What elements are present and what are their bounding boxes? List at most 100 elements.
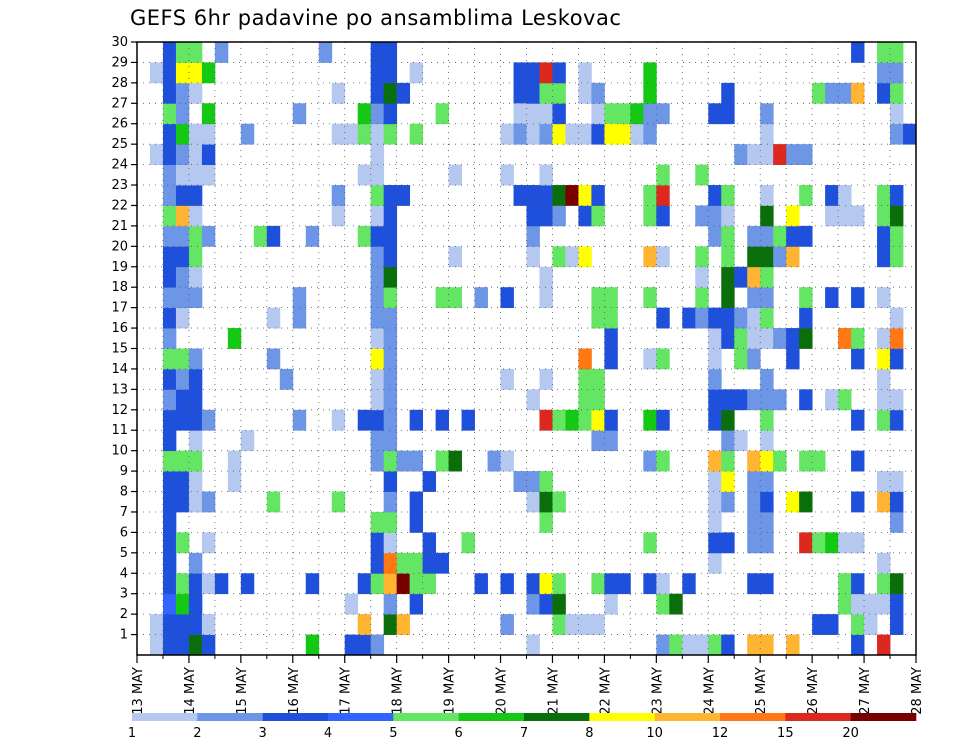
heatmap-cell — [188, 450, 203, 472]
heatmap-cell — [604, 307, 618, 329]
heatmap-cell — [383, 409, 398, 431]
heatmap-cell — [513, 123, 527, 145]
heatmap-cell — [864, 593, 878, 615]
heatmap-cell — [812, 614, 826, 635]
y-tick-label: 5 — [120, 546, 128, 561]
heatmap-cell — [188, 82, 203, 104]
colorbar-label: 10 — [646, 726, 663, 741]
heatmap-cell — [266, 491, 281, 513]
colorbar-swatch — [393, 713, 459, 721]
heatmap-cell — [760, 511, 774, 533]
heatmap-cell — [786, 328, 800, 349]
y-tick-label: 4 — [120, 566, 128, 581]
heatmap-cell — [513, 62, 527, 84]
heatmap-cell — [396, 450, 411, 472]
heatmap-cell — [617, 573, 631, 595]
heatmap-cell — [526, 205, 540, 227]
heatmap-cell — [175, 144, 190, 165]
heatmap-cell — [370, 164, 385, 186]
heatmap-cell — [656, 205, 670, 227]
heatmap-cell — [266, 348, 281, 370]
heatmap-cell — [721, 450, 735, 472]
heatmap-cell — [890, 205, 904, 227]
heatmap-cell — [175, 409, 190, 431]
y-tick-label: 22 — [111, 198, 128, 213]
heatmap-cell — [760, 307, 774, 329]
heatmap-cell — [422, 532, 437, 554]
heatmap-cell — [695, 634, 709, 656]
heatmap-cell — [162, 593, 177, 615]
heatmap-cell — [162, 144, 177, 165]
heatmap-cell — [682, 573, 696, 595]
heatmap-cell — [292, 287, 307, 309]
heatmap-cell — [201, 164, 216, 186]
heatmap-cell — [799, 225, 813, 247]
heatmap-cell — [565, 246, 579, 268]
heatmap-cell — [162, 430, 177, 452]
heatmap-cell — [500, 573, 514, 595]
heatmap-cell — [721, 409, 735, 431]
heatmap-cell — [877, 552, 891, 574]
heatmap-cell — [578, 348, 592, 370]
heatmap-cell — [175, 82, 190, 104]
heatmap-cell — [851, 82, 865, 104]
heatmap-cell — [292, 307, 307, 329]
heatmap-cell — [591, 123, 605, 145]
heatmap-cell — [513, 82, 527, 104]
heatmap-cell — [227, 471, 242, 492]
heatmap-cell — [383, 614, 398, 635]
heatmap-cell — [604, 593, 618, 615]
heatmap-cell — [500, 368, 514, 390]
heatmap-cell — [695, 205, 709, 227]
heatmap-cell — [630, 103, 644, 125]
heatmap-cell — [370, 205, 385, 227]
heatmap-cell — [825, 82, 839, 104]
heatmap-cell — [292, 409, 307, 431]
heatmap-cell — [409, 450, 424, 472]
heatmap-cell — [786, 634, 800, 656]
heatmap-cell — [721, 430, 735, 452]
heatmap-cell — [539, 164, 553, 186]
heatmap-cell — [474, 573, 488, 595]
heatmap-cell — [487, 450, 501, 472]
y-tick-label: 12 — [111, 403, 128, 418]
heatmap-cell — [162, 246, 177, 268]
heatmap-cell — [838, 205, 852, 227]
heatmap-cell — [513, 471, 527, 492]
heatmap-cell — [786, 491, 800, 513]
heatmap-cell — [175, 471, 190, 492]
heatmap-cell — [370, 287, 385, 309]
heatmap-cell — [890, 82, 904, 104]
heatmap-cell — [266, 307, 281, 329]
heatmap-cell — [604, 348, 618, 370]
y-tick-label: 20 — [111, 239, 128, 254]
heatmap-cell — [383, 82, 398, 104]
heatmap-cell — [552, 573, 566, 595]
heatmap-cell — [162, 368, 177, 390]
heatmap-cell — [162, 42, 177, 63]
colorbar-label: 1 — [128, 726, 136, 741]
heatmap-cell — [890, 225, 904, 247]
heatmap-cell — [396, 185, 411, 206]
heatmap-cell — [370, 552, 385, 574]
heatmap-cell — [292, 103, 307, 125]
heatmap-cell — [162, 82, 177, 104]
heatmap-cell — [604, 409, 618, 431]
heatmap-cell — [656, 307, 670, 329]
colorbar-swatch — [328, 713, 394, 721]
heatmap-cell — [773, 144, 787, 165]
heatmap-cell — [305, 573, 320, 595]
heatmap-cell — [786, 225, 800, 247]
colorbar-swatch — [785, 713, 851, 721]
heatmap-cell — [890, 409, 904, 431]
y-tick-label: 30 — [111, 35, 128, 50]
heatmap-cell — [149, 144, 164, 165]
heatmap-cell — [188, 491, 203, 513]
heatmap-cell — [383, 287, 398, 309]
heatmap-cell — [877, 82, 891, 104]
heatmap-cell — [201, 409, 216, 431]
heatmap-cell — [201, 532, 216, 554]
heatmap-cell — [357, 409, 372, 431]
heatmap-cell — [747, 246, 761, 268]
heatmap-cell — [331, 491, 346, 513]
